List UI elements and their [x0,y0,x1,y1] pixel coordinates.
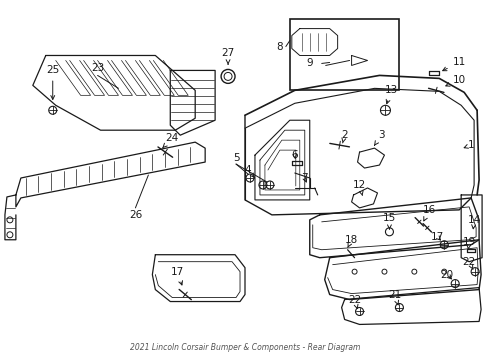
Text: 6: 6 [292,150,298,160]
Text: 8: 8 [276,41,283,51]
Text: 2: 2 [342,130,348,143]
Text: 23: 23 [91,63,104,73]
Text: 12: 12 [353,180,366,195]
Text: 13: 13 [385,85,398,104]
Text: 11: 11 [442,58,466,71]
Text: 15: 15 [383,213,396,229]
Text: 25: 25 [46,66,59,99]
Text: 19: 19 [463,237,476,249]
Bar [290,19,399,90]
Text: 7: 7 [301,173,308,183]
Text: 9: 9 [306,58,313,68]
Text: 21: 21 [388,289,401,305]
Text: 17: 17 [171,267,184,285]
Text: 10: 10 [446,75,466,86]
Text: 22: 22 [463,257,476,270]
Text: 20: 20 [441,270,454,280]
Text: 2021 Lincoln Corsair Bumper & Components - Rear Diagram: 2021 Lincoln Corsair Bumper & Components… [130,343,360,352]
Text: 3: 3 [374,130,385,145]
Text: 4: 4 [245,165,254,177]
Text: 16: 16 [423,205,436,221]
Text: 24: 24 [163,133,179,148]
Text: 14: 14 [467,215,481,229]
Text: 5: 5 [233,153,239,163]
Text: 27: 27 [221,49,235,64]
Text: 18: 18 [345,235,358,248]
Text: 22: 22 [348,294,361,309]
Text: 26: 26 [129,210,142,220]
Text: 1: 1 [464,140,474,150]
Text: 17: 17 [431,232,444,242]
